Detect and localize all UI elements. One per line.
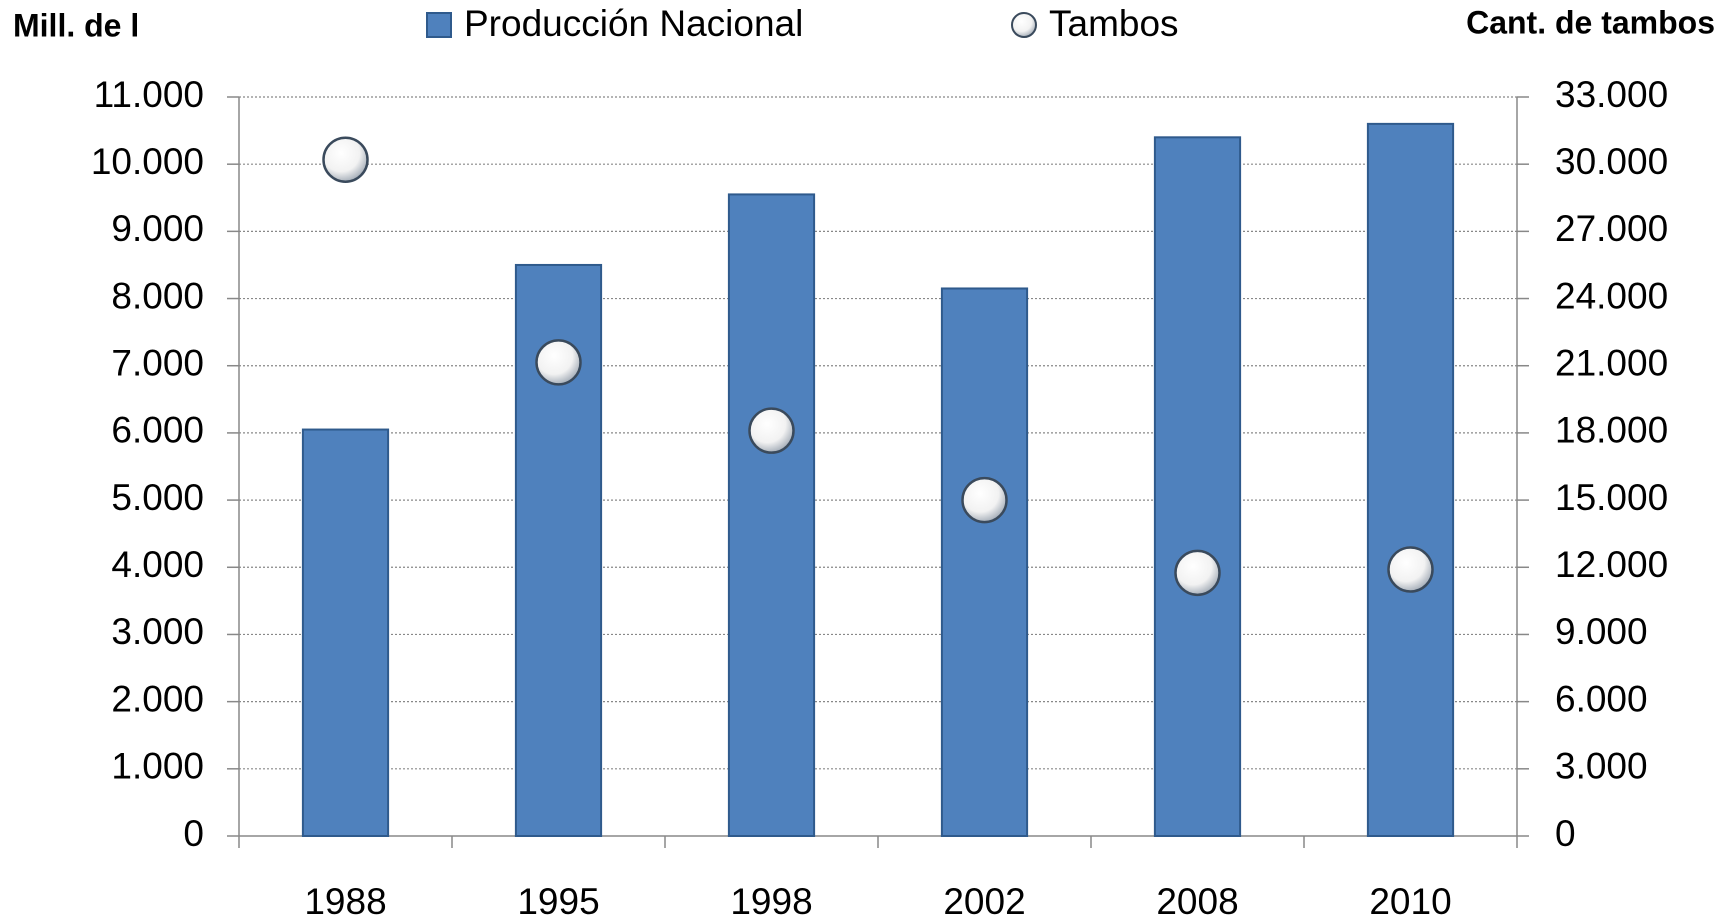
y-tick-label: 2.000 <box>111 678 204 719</box>
x-tick-label: 2002 <box>943 881 1025 917</box>
y2-tick-label: 6.000 <box>1555 678 1648 719</box>
y-tick-label: 3.000 <box>111 611 204 652</box>
y2-tick-label: 15.000 <box>1555 477 1668 518</box>
y2-tick-label: 9.000 <box>1555 611 1648 652</box>
y-tick-label: 8.000 <box>111 275 204 316</box>
y2-tick-label: 30.000 <box>1555 141 1668 182</box>
x-tick-label: 2010 <box>1369 881 1451 917</box>
y2-tick-label: 0 <box>1555 813 1576 854</box>
x-tick-label: 1998 <box>730 881 812 917</box>
legend-swatch <box>426 12 452 38</box>
y2-tick-label: 12.000 <box>1555 544 1668 585</box>
y2-axis-title: Cant. de tambos <box>1466 4 1715 40</box>
y-axis-title: Mill. de l <box>13 7 139 43</box>
bar <box>727 193 816 837</box>
y-tick-label: 10.000 <box>91 141 204 182</box>
tambos-marker <box>961 476 1008 524</box>
y-tick-label: 6.000 <box>111 410 204 451</box>
y2-tick-label: 18.000 <box>1555 410 1668 451</box>
y-tick-label: 9.000 <box>111 208 204 249</box>
tambos-marker <box>1387 546 1434 593</box>
y2-tick-label: 27.000 <box>1555 208 1668 249</box>
bar <box>1153 136 1242 838</box>
bar <box>1366 122 1455 837</box>
legend-label: Tambos <box>1049 3 1179 44</box>
y-tick-label: 4.000 <box>111 544 204 585</box>
y2-tick-label: 3.000 <box>1555 746 1648 787</box>
y-tick-label: 0 <box>183 813 204 854</box>
tambos-marker <box>748 407 795 454</box>
x-tick-label: 1995 <box>517 881 599 917</box>
bar <box>940 287 1029 837</box>
x-tick-label: 1988 <box>304 881 386 917</box>
y-tick-label: 1.000 <box>111 746 204 787</box>
y-tick-label: 7.000 <box>111 343 204 384</box>
y2-tick-label: 24.000 <box>1555 275 1668 316</box>
y-tick-label: 5.000 <box>111 477 204 518</box>
bar <box>301 428 390 837</box>
tambos-marker <box>535 339 582 386</box>
y2-tick-label: 21.000 <box>1555 343 1668 384</box>
y-tick-label: 11.000 <box>94 74 204 115</box>
tambos-marker <box>322 136 369 183</box>
y2-tick-label: 33.000 <box>1555 74 1668 115</box>
x-tick-label: 2008 <box>1156 881 1238 917</box>
tambos-marker <box>1174 549 1221 597</box>
legend-swatch <box>1011 12 1037 38</box>
legend-label: Producción Nacional <box>464 3 803 44</box>
